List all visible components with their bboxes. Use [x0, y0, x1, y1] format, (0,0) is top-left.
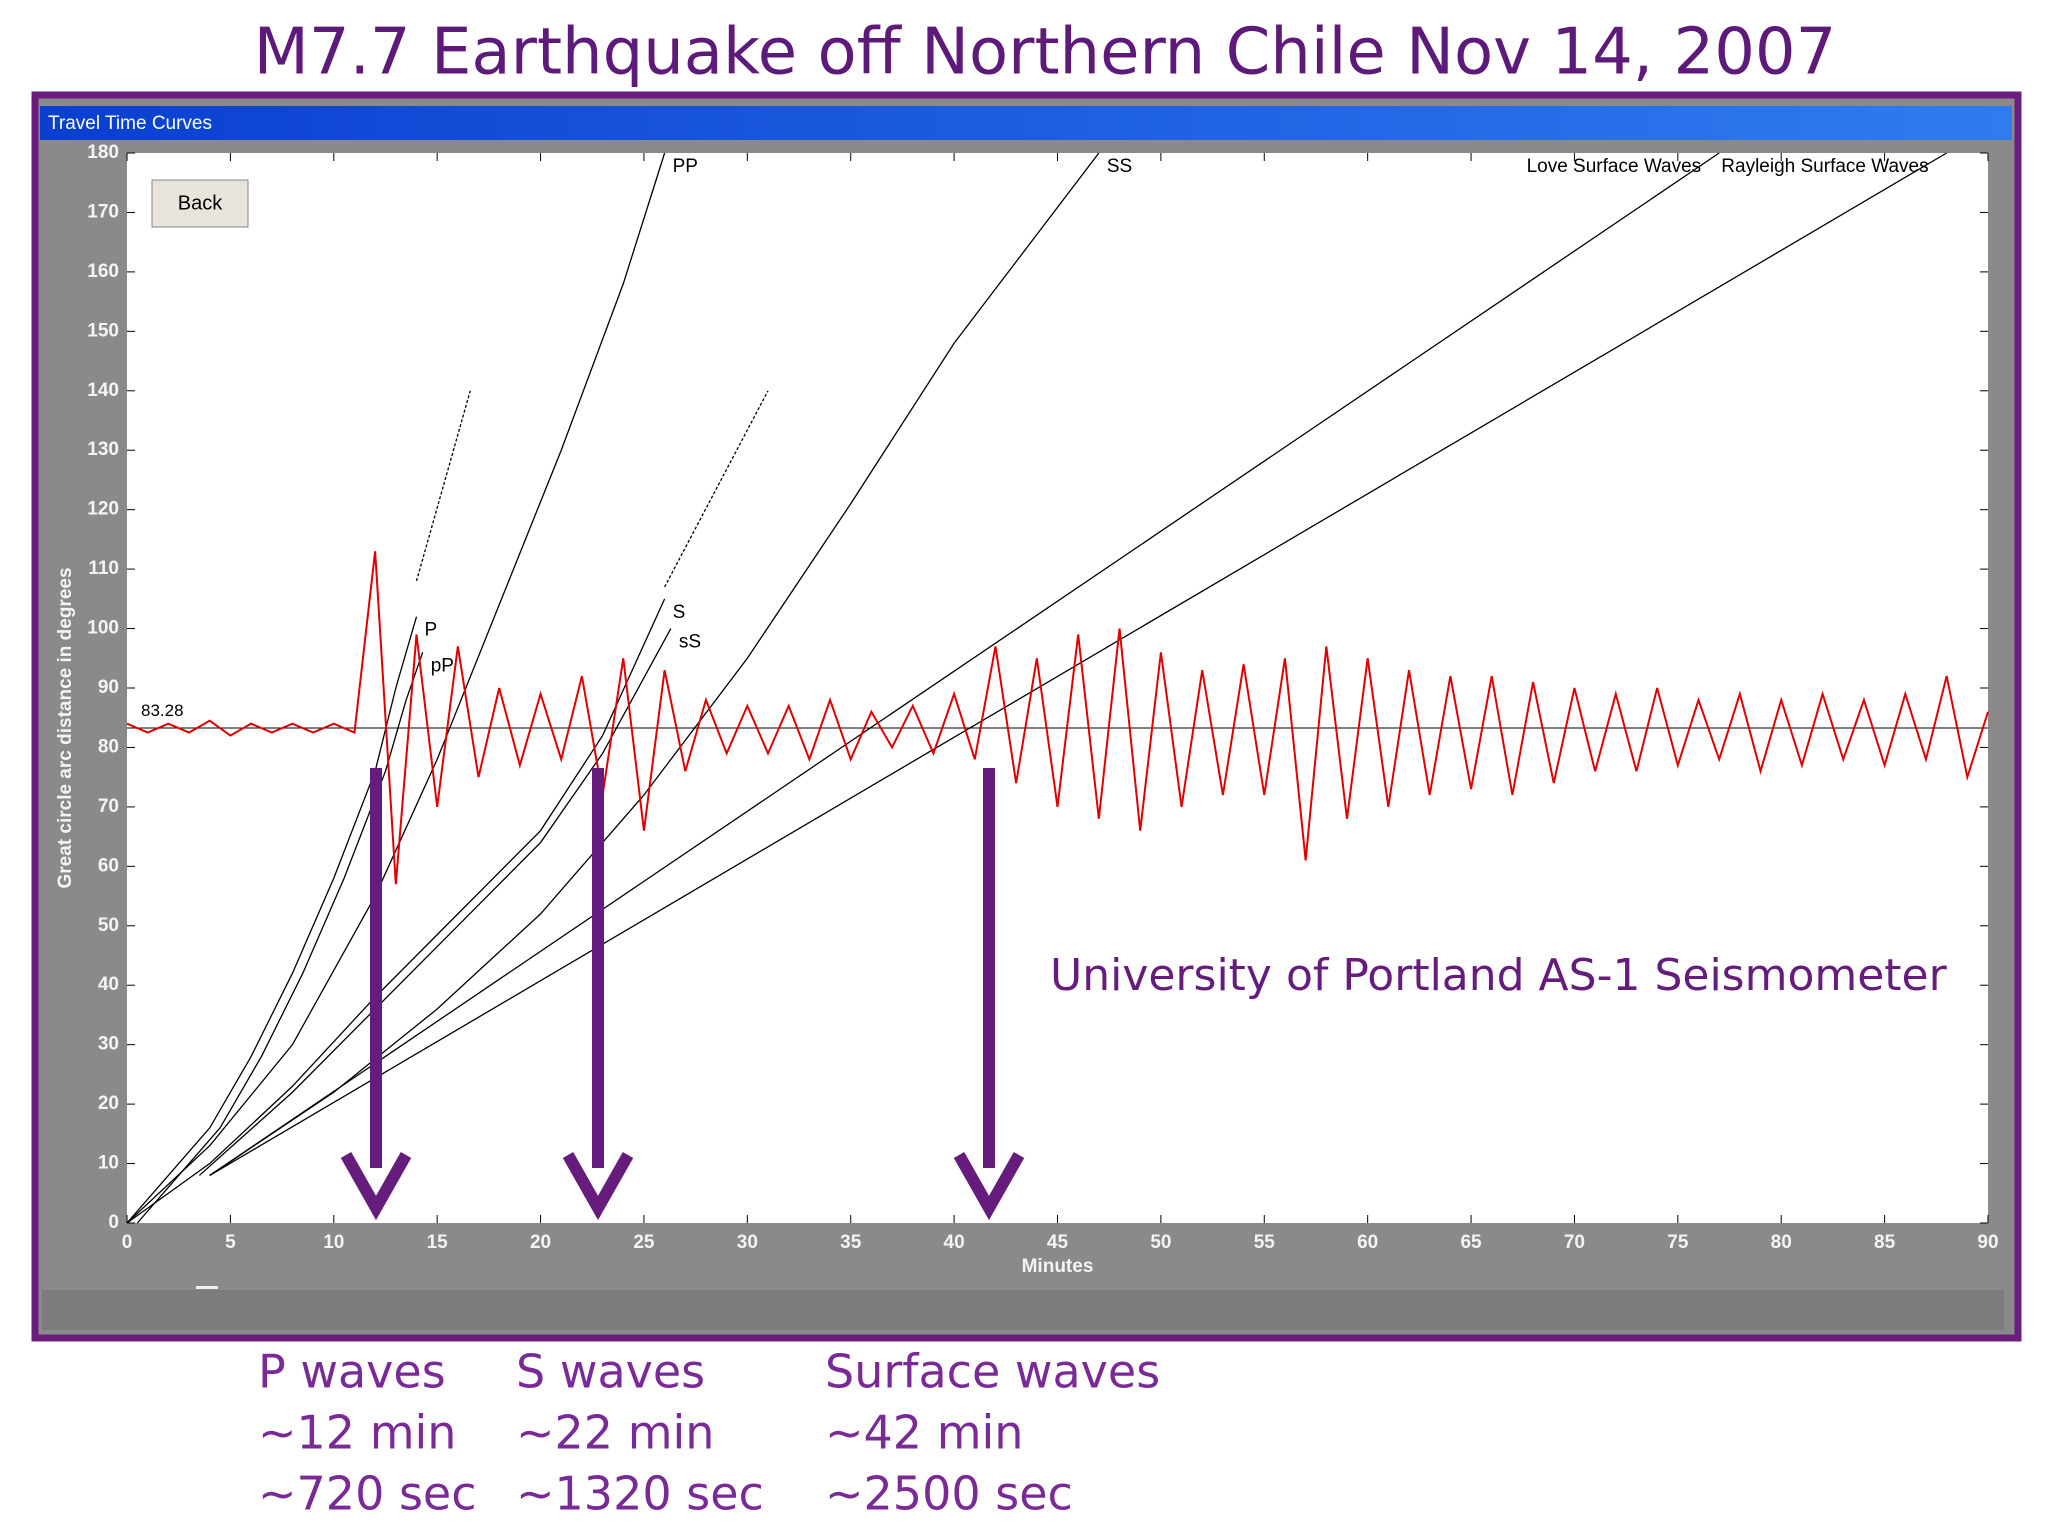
y-tick-label: 80 [98, 736, 119, 757]
curve-label: S [673, 602, 686, 623]
y-tick-label: 160 [87, 261, 119, 282]
y-tick-label: 50 [98, 915, 119, 936]
x-tick-label: 20 [530, 1232, 551, 1253]
curve-label: Rayleigh Surface Waves [1721, 156, 1928, 177]
x-tick-label: 35 [840, 1232, 862, 1253]
travel-time-curve [126, 152, 666, 1224]
x-tick-label: 70 [1564, 1232, 1585, 1253]
travel-time-curve [209, 152, 1947, 1177]
travel-time-curve [209, 152, 1100, 1176]
x-tick-label: 90 [1977, 1232, 1998, 1253]
note-line: ~42 min [825, 1406, 1023, 1460]
travel-time-curve [136, 652, 424, 1224]
note-line: ~720 sec [258, 1467, 477, 1521]
x-tick-label: 40 [944, 1232, 965, 1253]
note-line: ~1320 sec [516, 1467, 764, 1521]
window-title: Travel Time Curves [48, 113, 212, 134]
y-tick-label: 90 [98, 677, 119, 698]
baseline-label: 83.28 [141, 701, 184, 720]
curve-label: P [424, 620, 437, 641]
y-tick-label: 140 [87, 380, 119, 401]
note-line: ~2500 sec [825, 1467, 1073, 1521]
travel-time-curve [198, 628, 672, 1176]
trace-line [664, 390, 769, 588]
y-tick-label: 100 [87, 618, 119, 639]
y-tick-label: 40 [98, 974, 119, 995]
status-bar [42, 1290, 2004, 1330]
trace-line [415, 390, 471, 582]
travel-time-curve [126, 616, 418, 1224]
x-tick-label: 25 [633, 1232, 655, 1253]
y-axis-label: Great circle arc distance in degrees [55, 567, 76, 888]
x-tick-label: 85 [1874, 1232, 1896, 1253]
arrows [340, 768, 1025, 1221]
travel-time-curve [209, 152, 1720, 1176]
annotation: University of Portland AS-1 Seismometer [1050, 950, 1948, 1001]
note-line: ~12 min [258, 1406, 456, 1460]
x-tick-label: 75 [1667, 1232, 1689, 1253]
curve-label: PP [673, 156, 698, 177]
y-tick-label: 130 [87, 439, 119, 460]
note-line: ~22 min [516, 1406, 714, 1460]
note-line: Surface waves [825, 1345, 1160, 1399]
y-tick-label: 10 [98, 1153, 119, 1174]
note-line: S waves [516, 1345, 705, 1399]
trace-line [126, 551, 1989, 885]
y-tick-label: 70 [98, 796, 119, 817]
x-tick-label: 30 [737, 1232, 758, 1253]
y-tick-label: 110 [88, 558, 119, 579]
x-axis-label: Minutes [1022, 1256, 1094, 1277]
x-tick-label: 50 [1150, 1232, 1171, 1253]
x-tick-label: 10 [323, 1232, 344, 1253]
y-tick-label: 120 [87, 499, 119, 520]
travel-time-curve [126, 598, 666, 1224]
status-marker [196, 1286, 218, 1289]
y-tick-label: 150 [87, 320, 119, 341]
curve-label: sS [679, 632, 701, 653]
notes: P waves ~12 min ~720 sec S waves ~22 min ~132… [258, 1345, 1160, 1521]
x-tick-label: 15 [427, 1232, 449, 1253]
back-button-label[interactable]: Back [178, 192, 223, 214]
plot-area [127, 153, 1988, 1223]
x-tick-label: 45 [1047, 1232, 1069, 1253]
note-line: P waves [258, 1345, 446, 1399]
curve-label: Love Surface Waves [1527, 156, 1702, 177]
y-tick-label: 170 [87, 201, 119, 222]
x-tick-label: 60 [1357, 1232, 1378, 1253]
y-tick-label: 20 [98, 1093, 119, 1114]
back-button[interactable] [151, 179, 249, 228]
title-bar [40, 106, 2012, 140]
y-tick-label: 60 [98, 855, 119, 876]
x-tick-label: 0 [122, 1232, 133, 1253]
x-tick-label: 5 [225, 1232, 236, 1253]
plot: 0 5 10 15 20 25 30 35 40 45 50 55 60 65 70 75 80 85 90 0 10 2… [55, 142, 1999, 1277]
curve-label: SS [1107, 156, 1132, 177]
x-tick-label: 55 [1254, 1232, 1276, 1253]
curve-label: pP [431, 655, 454, 676]
x-tick-label: 80 [1771, 1232, 1792, 1253]
y-tick-label: 30 [98, 1034, 119, 1055]
slide-title: M7.7 Earthquake off Northern Chile Nov 1… [254, 16, 1837, 90]
y-tick-label: 0 [108, 1212, 119, 1233]
x-tick-label: 65 [1460, 1232, 1482, 1253]
y-tick-label: 180 [87, 142, 119, 163]
